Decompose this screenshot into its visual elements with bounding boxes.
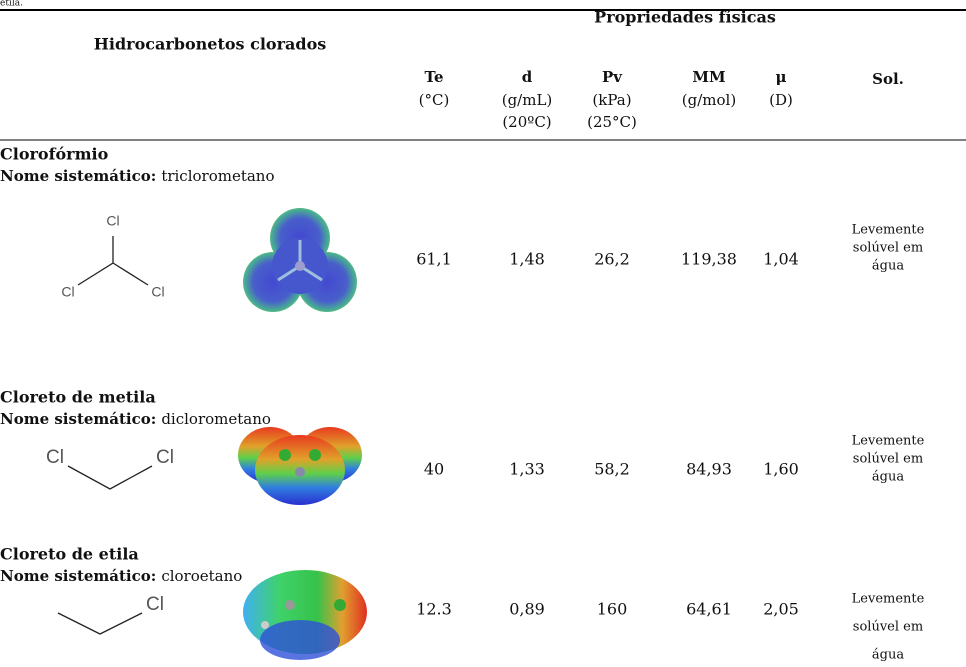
atom-label: Cl [151,284,164,300]
solubility: Levemente [852,592,925,607]
atom-label: Cl [61,284,74,300]
column-unit: (g/mol) [682,91,736,109]
column-symbol: μ [776,68,787,86]
property-value: 64,61 [686,600,732,619]
group-header: Hidrocarbonetos clorados [94,35,327,54]
property-value: 1,33 [509,460,545,479]
property-value: 61,1 [416,250,452,269]
column-unit: (25°C) [587,113,637,131]
solubility: solúvel em [853,620,923,635]
row-name: Cloreto de etila [0,545,139,564]
systematic-name: diclorometano [161,410,271,428]
solubility: água [872,648,904,663]
solubility: solúvel em [853,452,923,467]
solubility: água [872,259,904,274]
property-value: 1,60 [763,460,799,479]
column-unit: (kPa) [592,91,631,109]
systematic-name: triclorometano [161,167,274,185]
page: etila. Hidrocarbonetos clorados Propriedad… [0,0,966,667]
potential-maps [238,208,367,660]
systematic-name: cloroetano [161,567,242,585]
solubility: água [872,470,904,485]
solubility: solúvel em [853,241,923,256]
column-unit: (20ºC) [502,113,551,131]
systematic-label: Nome sistemático: [0,167,156,185]
atom-label: Cl [106,213,119,229]
property-value: 84,93 [686,460,732,479]
systematic-label: Nome sistemático: [0,410,156,428]
property-value: 12.3 [416,600,452,619]
property-value: 160 [597,600,628,619]
atom-label: Cl [156,447,174,468]
column-symbol: Sol. [872,70,904,88]
property-value: 58,2 [594,460,630,479]
property-value: 40 [424,460,444,479]
column-symbol: d [522,68,533,86]
property-value: 0,89 [509,600,545,619]
solubility: Levemente [852,223,925,238]
column-symbol: Pv [602,68,623,86]
column-unit: (°C) [419,91,450,109]
column-unit: (g/mL) [502,91,553,109]
properties-header: Propriedades físicas [594,8,776,27]
property-value: 2,05 [763,600,799,619]
column-symbol: MM [692,68,725,86]
column-symbol: Te [425,68,444,86]
property-value: 119,38 [681,250,737,269]
row-name: Cloreto de metila [0,388,156,407]
atom-label: Cl [46,447,64,468]
column-unit: (D) [769,91,793,109]
property-value: 1,04 [763,250,799,269]
atom-label: Cl [146,594,164,615]
row-name: Clorofórmio [0,145,109,164]
property-value: 26,2 [594,250,630,269]
caption-fragment: etila. [0,0,23,9]
property-value: 1,48 [509,250,545,269]
solubility: Levemente [852,434,925,449]
systematic-label: Nome sistemático: [0,567,156,585]
